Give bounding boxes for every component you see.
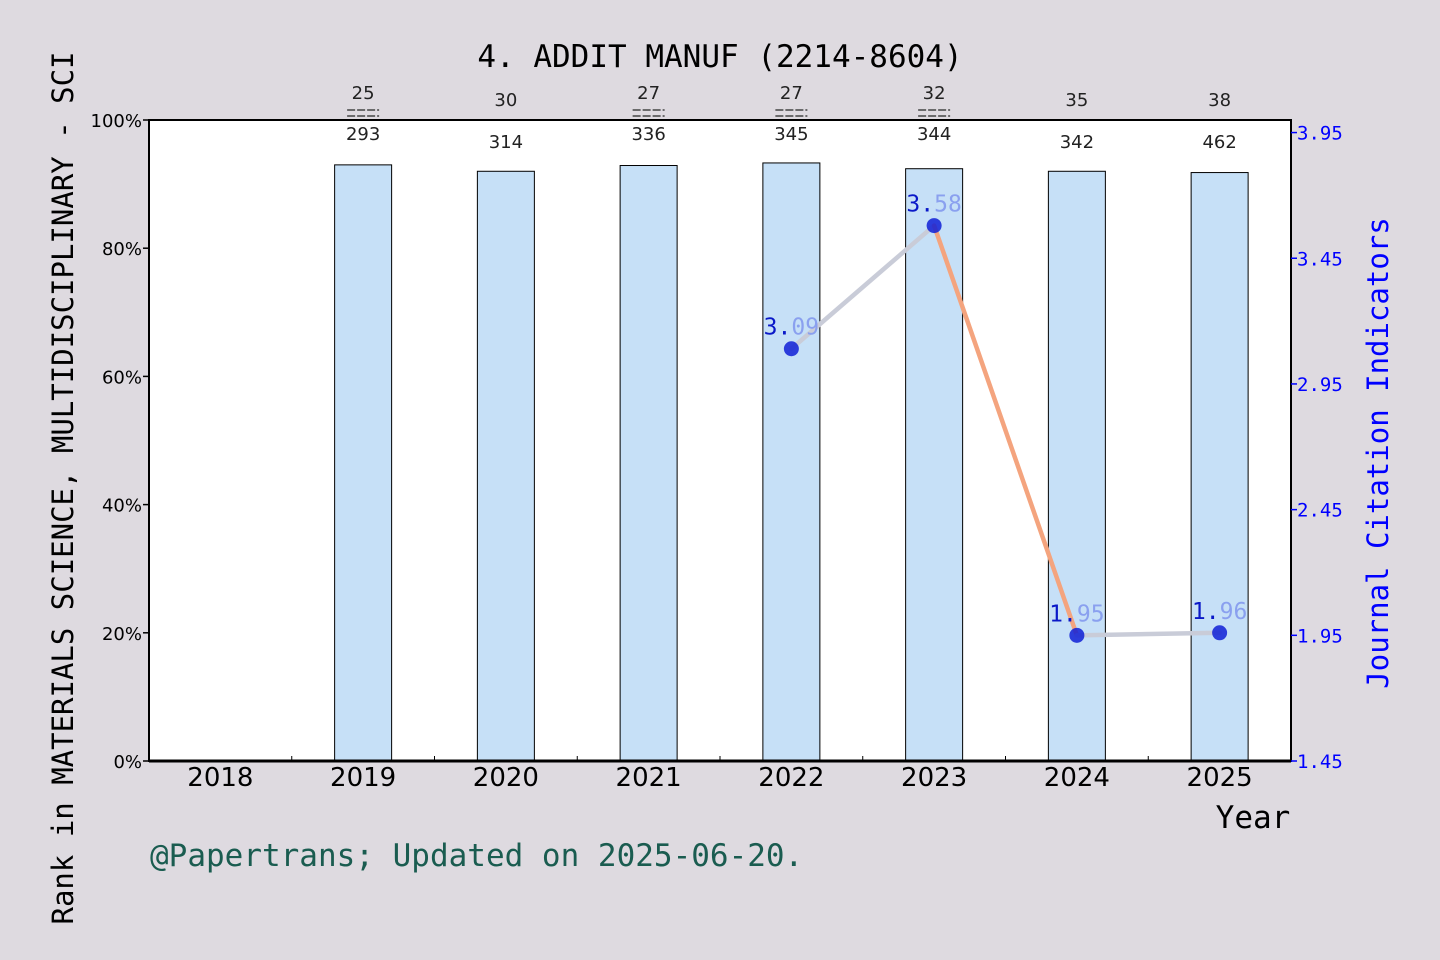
x-tick-label: 2023 <box>901 763 967 793</box>
rank-total: 293 <box>346 124 380 145</box>
y-left-tick-label: 60% <box>102 367 142 388</box>
y-axis-left-label: Rank in MATERIALS SCIENCE, MULTIDISCIPLI… <box>46 52 80 925</box>
jci-value-label: 1.96 <box>1192 599 1247 625</box>
bar-2021 <box>619 165 678 762</box>
jci-line-segment <box>789 223 937 351</box>
rank-total: 344 <box>917 124 951 145</box>
y-right-tick-label: 3.95 <box>1297 123 1343 145</box>
y-right-tick-label: 2.95 <box>1297 374 1343 396</box>
chart-title: 4. ADDIT MANUF (2214-8604) <box>477 39 962 75</box>
x-tick-label: 2018 <box>187 763 253 793</box>
y-right-tick-label: 2.45 <box>1297 500 1343 522</box>
plot-area: 0% 20% 40% 60% 80% 100% 1.45 1.95 2.45 2.95 3.45 3.… <box>91 83 1343 793</box>
y-right-tick-label: 3.45 <box>1297 248 1343 270</box>
rank-total: 342 <box>1060 132 1094 153</box>
y-left-tick-label: 80% <box>102 239 142 260</box>
y-left-tick-label: 0% <box>113 752 142 773</box>
x-tick-label: 2024 <box>1044 763 1110 793</box>
rank-total: 314 <box>489 132 523 153</box>
y-right-tick-label: 1.45 <box>1297 751 1343 773</box>
rank-value: 35 <box>1065 90 1088 111</box>
plot-background <box>149 120 1291 761</box>
rank-value: 25 <box>352 83 375 104</box>
jci-value-label: 3.58 <box>906 192 961 218</box>
jci-point <box>1212 625 1228 641</box>
x-tick-label: 2021 <box>616 763 682 793</box>
x-tick-label: 2022 <box>758 763 824 793</box>
jci-point <box>1069 627 1085 643</box>
bar-2023 <box>905 168 964 762</box>
rank-value: 30 <box>494 90 517 111</box>
rank-value: 27 <box>637 83 660 104</box>
x-axis-label: Year <box>1216 800 1291 836</box>
jci-value-label: 1.95 <box>1049 601 1104 627</box>
bar-2019 <box>334 164 393 762</box>
bar-2024 <box>1047 170 1106 762</box>
x-tick-label: 2025 <box>1187 763 1253 793</box>
y-left-tick-label: 40% <box>102 496 142 517</box>
y-left-tick-label: 20% <box>102 624 142 645</box>
rank-value: 32 <box>923 83 946 104</box>
rank-total: 336 <box>631 124 665 145</box>
rank-total: 345 <box>774 124 808 145</box>
bar-2025 <box>1190 172 1249 762</box>
bar-2020 <box>476 170 535 762</box>
y-axis-right-label: Journal Citation Indicators <box>1361 217 1395 688</box>
jci-value-label: 3.09 <box>764 315 819 341</box>
footer-note: @Papertrans; Updated on 2025-06-20. <box>150 838 803 874</box>
jci-line-segment <box>1074 630 1222 638</box>
rank-value: 38 <box>1208 90 1231 111</box>
rank-value: 27 <box>780 83 803 104</box>
jci-line-segment <box>931 223 1080 638</box>
rank-total: 462 <box>1202 132 1236 153</box>
x-tick-label: 2019 <box>330 763 396 793</box>
y-right-tick-label: 1.95 <box>1297 625 1343 647</box>
jci-point <box>783 341 799 357</box>
jci-point <box>926 218 942 234</box>
y-left-tick-label: 100% <box>91 111 142 132</box>
bar-2022 <box>762 162 821 762</box>
x-tick-label: 2020 <box>473 763 539 793</box>
